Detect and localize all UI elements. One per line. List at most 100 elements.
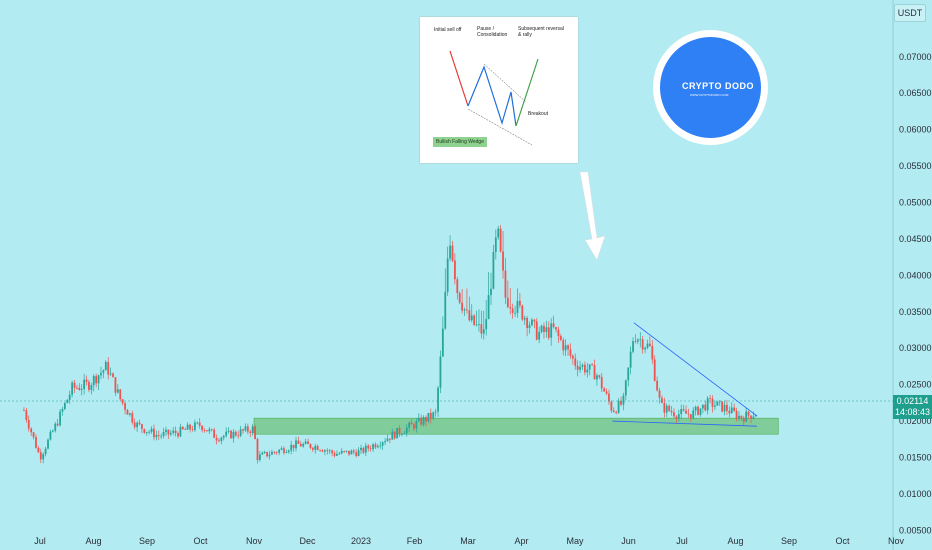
trendlines <box>612 322 758 427</box>
candle-body <box>206 430 208 432</box>
candle-body <box>131 413 134 423</box>
y-tick-label: 0.03000 <box>899 343 932 353</box>
x-tick-label: Jun <box>621 536 636 546</box>
candle-body <box>275 452 278 454</box>
candle-body <box>615 411 618 413</box>
candle-body <box>328 450 331 452</box>
candle-body <box>56 423 59 426</box>
candle-body <box>246 426 249 432</box>
candle-body <box>610 401 613 411</box>
candle-body <box>210 429 213 431</box>
candle-body <box>468 310 471 321</box>
wedge-diagram <box>449 50 539 146</box>
candle-body <box>649 343 651 347</box>
candle-body <box>23 410 25 411</box>
y-tick-label: 0.06000 <box>899 125 932 135</box>
candle-body <box>396 427 399 439</box>
candle-body <box>136 422 139 428</box>
candle-body <box>463 309 466 311</box>
candle-body <box>685 410 687 414</box>
candle-body <box>651 346 654 360</box>
inset-label-selloff: Initial sell off <box>434 27 462 33</box>
candle-body <box>189 424 191 430</box>
candle-body <box>704 404 707 411</box>
candle-body <box>266 451 269 457</box>
candle-body <box>326 450 329 452</box>
candle-body <box>107 361 110 375</box>
candle-body <box>271 451 273 455</box>
candle-body <box>249 431 252 433</box>
candle-body <box>482 329 485 334</box>
candle-body <box>574 358 577 366</box>
candle-body <box>174 430 177 434</box>
candle-body <box>362 447 365 453</box>
candle-body <box>95 376 98 384</box>
candle-body <box>747 411 750 416</box>
candle-body <box>372 444 374 450</box>
candle-body <box>540 325 543 332</box>
candle-body <box>504 270 507 298</box>
x-tick-label: Sep <box>781 536 797 546</box>
candle-body <box>470 315 473 321</box>
y-tick-label: 0.04000 <box>899 270 932 280</box>
candle-body <box>742 418 745 422</box>
candle-body <box>153 428 155 438</box>
candle-body <box>432 412 435 419</box>
candle-body <box>290 444 293 451</box>
candle-body <box>85 379 88 382</box>
candle-body <box>458 293 461 303</box>
candle-body <box>692 410 695 419</box>
candle-body <box>449 245 451 259</box>
candle-body <box>379 445 382 447</box>
candle-body <box>285 452 288 453</box>
candle-body <box>114 377 117 393</box>
y-tick-label: 0.07000 <box>899 52 932 62</box>
candle-body <box>73 382 76 388</box>
candle-body <box>381 442 384 446</box>
y-tick-label: 0.05500 <box>899 161 932 171</box>
candle-body <box>555 327 557 330</box>
candle-body <box>162 431 165 436</box>
candle-body <box>239 429 242 436</box>
unit-label[interactable]: USDT <box>894 4 926 22</box>
x-tick-label: Apr <box>514 536 528 546</box>
candle-body <box>225 431 228 436</box>
x-tick-label: Aug <box>727 536 743 546</box>
candle-body <box>639 339 642 341</box>
candle-body <box>251 426 254 433</box>
candle-body <box>128 413 131 415</box>
candle-body <box>254 426 256 440</box>
y-tick-label: 0.05000 <box>899 198 932 208</box>
candle-body <box>213 429 216 438</box>
candle-body <box>357 450 360 456</box>
candle-body <box>622 395 625 405</box>
candle-body <box>646 343 649 348</box>
candle-body <box>237 435 240 437</box>
candle-body <box>588 364 591 370</box>
candle-body <box>730 407 733 414</box>
candle-body <box>319 449 321 451</box>
candle-body <box>112 373 114 378</box>
candle-body <box>653 359 656 381</box>
candle-body <box>59 411 61 426</box>
candle-body <box>718 401 721 403</box>
candle-body <box>401 434 403 435</box>
candle-body <box>314 445 317 450</box>
candle-body <box>714 405 716 407</box>
inset-label-reversal: Subsequent reversal & rally <box>518 26 564 38</box>
x-axis: Jul Aug Sep Oct Nov Dec 2023 Feb Mar Apr May Jun Jul… <box>34 536 904 546</box>
candle-body <box>494 237 497 252</box>
candle-body <box>557 329 560 337</box>
candle-body <box>516 300 519 313</box>
candle-body <box>420 417 423 425</box>
candle-body <box>388 438 391 440</box>
candle-body <box>30 428 33 433</box>
candle-body <box>311 447 314 450</box>
candle-body <box>222 435 225 438</box>
candle-body <box>309 443 312 448</box>
candle-body <box>220 437 223 441</box>
candle-body <box>434 411 437 413</box>
candle-body <box>728 410 731 414</box>
